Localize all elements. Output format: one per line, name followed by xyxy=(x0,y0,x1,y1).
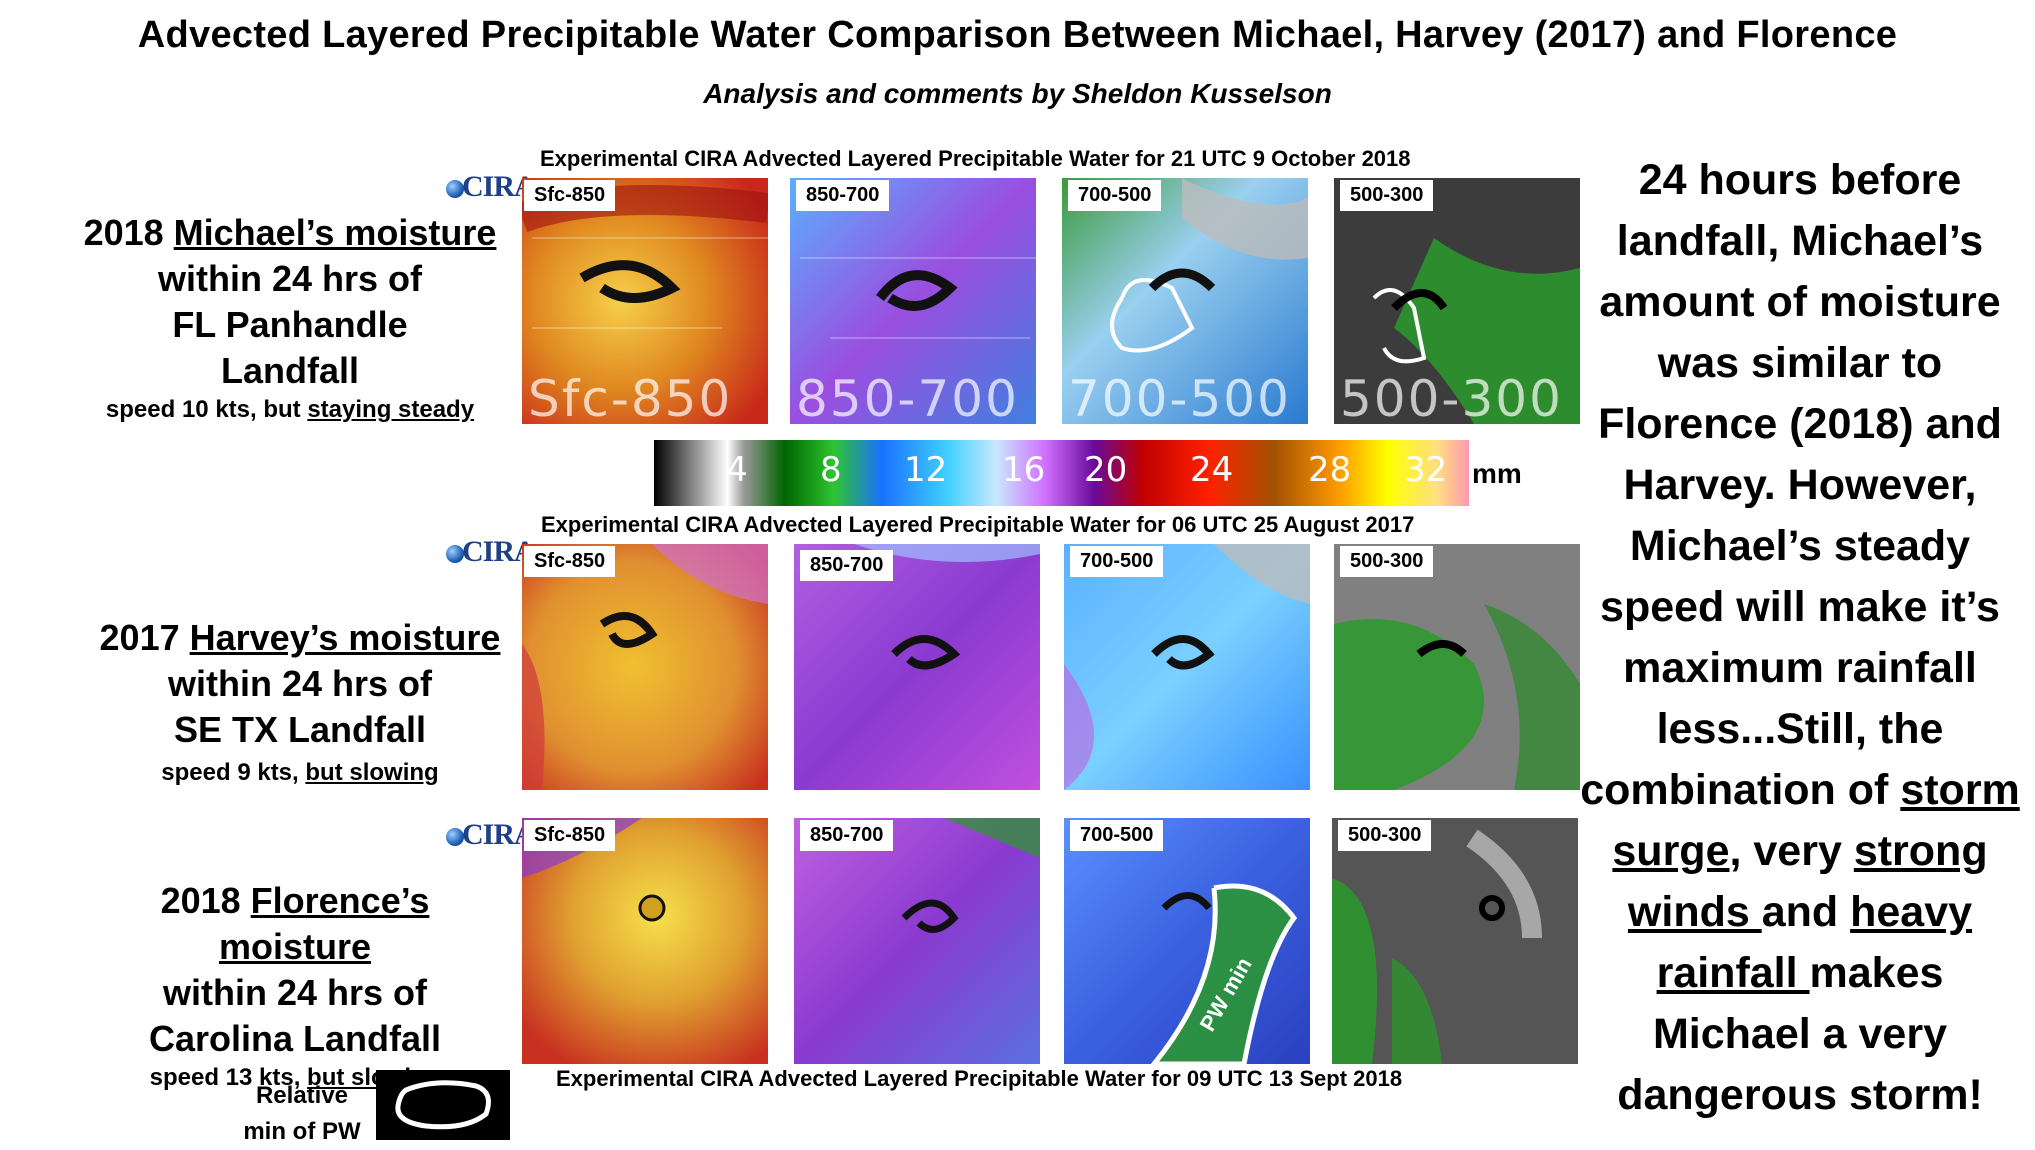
colorbar-tick: 12 xyxy=(904,450,948,490)
layer-label: Sfc-850 xyxy=(524,820,616,851)
colorbar-tick: 24 xyxy=(1190,450,1234,490)
pw-panel-harvey-sfc850: Sfc-850 xyxy=(522,544,768,790)
row-header-michael: Experimental CIRA Advected Layered Preci… xyxy=(540,146,1411,171)
layer-label: 500-300 xyxy=(1340,180,1434,211)
legend-swatch xyxy=(376,1070,510,1140)
colorbar-tick: 8 xyxy=(820,450,842,490)
colorbar-unit: mm xyxy=(1472,458,1522,489)
pw-panel-harvey-500300: 500-300 xyxy=(1334,544,1580,790)
layer-label: 850-700 xyxy=(800,820,894,851)
commentary-text: 24 hours before landfall, Michael’s amou… xyxy=(1580,156,2020,1119)
layer-label: Sfc-850 xyxy=(524,180,616,211)
layer-label: 850-700 xyxy=(800,550,894,581)
layer-label: 500-300 xyxy=(1340,546,1434,577)
panel-watermark: Sfc-850 xyxy=(528,370,733,424)
pw-panel-michael-sfc850: Sfc-850 Sfc-850 xyxy=(522,178,768,424)
storm-label-harvey: 2017 Harvey’s moisture within 24 hrs of … xyxy=(99,617,501,786)
legend-label: Relative min of PW xyxy=(243,1082,361,1145)
row-header-florence: Experimental CIRA Advected Layered Preci… xyxy=(556,1066,1403,1091)
storm-label-florence: 2018 Florence’s moisture within 24 hrs o… xyxy=(148,880,442,1091)
colorbar-tick: 32 xyxy=(1404,450,1448,490)
pw-panel-harvey-850700: 850-700 xyxy=(794,544,1040,790)
layer-label: Sfc-850 xyxy=(524,546,616,577)
page-title: Advected Layered Precipitable Water Comp… xyxy=(137,14,1898,56)
panel-watermark: 850-700 xyxy=(796,370,1019,424)
layer-label: 700-500 xyxy=(1068,180,1162,211)
pw-panel-harvey-700500: 700-500 xyxy=(1064,544,1310,790)
page-subtitle: Analysis and comments by Sheldon Kussels… xyxy=(703,78,1332,109)
pw-colorbar: 4 8 12 16 20 24 28 32 xyxy=(654,440,1469,506)
layer-label: 850-700 xyxy=(796,180,890,211)
colorbar-tick: 20 xyxy=(1084,450,1128,490)
storm-label-michael: 2018 Michael’s moisture within 24 hrs of… xyxy=(83,212,497,423)
panel-watermark: 700-500 xyxy=(1068,370,1291,424)
layer-label: 500-300 xyxy=(1338,820,1432,851)
panel-watermark: 500-300 xyxy=(1340,370,1563,424)
pw-panel-florence-500300: 500-300 xyxy=(1332,818,1578,1064)
pw-panel-michael-850700: 850-700 850-700 xyxy=(790,178,1036,424)
pw-panel-florence-850700: 850-700 xyxy=(794,818,1040,1064)
pw-panel-florence-700500: PW min 700-500 xyxy=(1064,818,1310,1064)
colorbar-tick: 16 xyxy=(1002,450,1046,490)
pw-panel-michael-500300: 500-300 500-300 xyxy=(1334,178,1580,424)
colorbar-tick: 4 xyxy=(726,450,748,490)
pw-panel-michael-700500: 700-500 700-500 xyxy=(1062,178,1308,424)
layer-label: 700-500 xyxy=(1070,546,1164,577)
layer-label: 700-500 xyxy=(1070,820,1164,851)
colorbar-tick: 28 xyxy=(1308,450,1352,490)
pw-panel-florence-sfc850: Sfc-850 xyxy=(522,818,768,1064)
row-header-harvey: Experimental CIRA Advected Layered Preci… xyxy=(541,512,1415,537)
